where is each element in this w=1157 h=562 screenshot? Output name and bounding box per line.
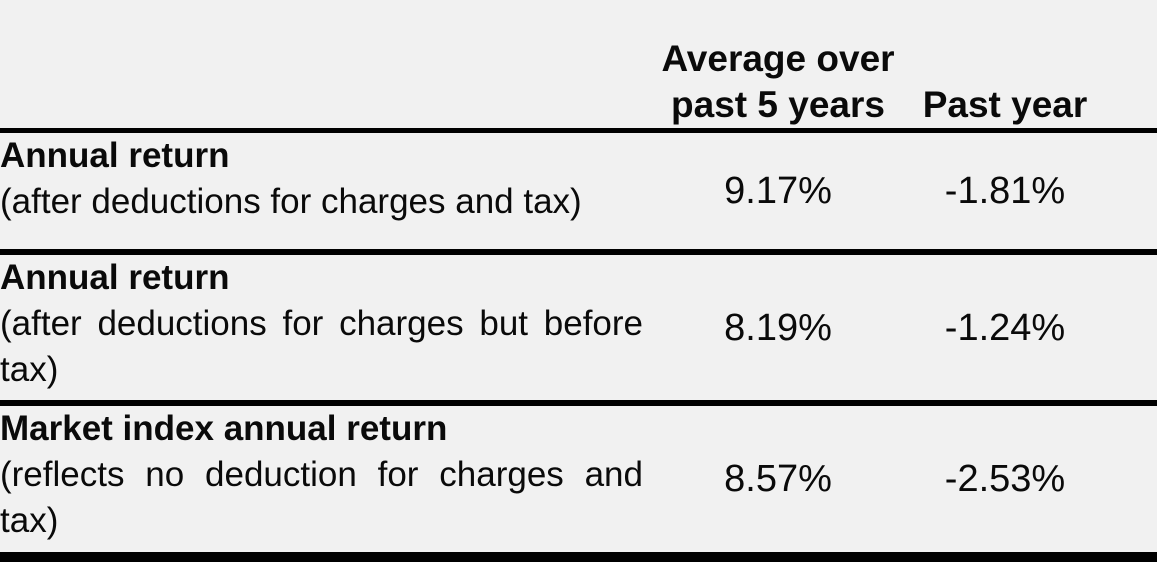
row-subtitle: (after deductions for charges and tax): [0, 182, 582, 221]
row-title: Annual return: [0, 258, 230, 297]
column-header-past-year-label: Past year: [922, 84, 1088, 125]
value-average-5yr: 8.57%: [643, 406, 913, 562]
value-past-year: -2.53%: [913, 406, 1157, 562]
row-label-cell: Annual return (after deductions for char…: [0, 255, 643, 406]
table-row-annual-return-after-tax: Annual return (after deductions for char…: [0, 133, 1157, 255]
column-header-average-label: Average over past 5 years: [661, 38, 895, 125]
row-title: Market index annual return: [0, 409, 448, 448]
table-row-annual-return-before-tax: Annual return (after deductions for char…: [0, 255, 1157, 406]
column-header-average: Average over past 5 years: [643, 0, 913, 133]
header-spacer: [0, 0, 643, 133]
row-label-cell: Annual return (after deductions for char…: [0, 133, 643, 255]
table-row-market-index-return: Market index annual return (reflects no …: [0, 406, 1157, 562]
row-subtitle: (reflects no deduction for charges and t…: [0, 455, 643, 540]
value-past-year: -1.24%: [913, 255, 1157, 406]
row-label-cell: Market index annual return (reflects no …: [0, 406, 643, 562]
value-average-5yr: 8.19%: [643, 255, 913, 406]
value-past-year: -1.81%: [913, 133, 1157, 255]
header-row: Average over past 5 years Past year: [0, 0, 1157, 133]
row-title: Annual return: [0, 136, 230, 175]
value-average-5yr: 9.17%: [643, 133, 913, 255]
row-subtitle: (after deductions for charges but before…: [0, 304, 643, 389]
column-header-past-year: Past year: [913, 0, 1157, 133]
